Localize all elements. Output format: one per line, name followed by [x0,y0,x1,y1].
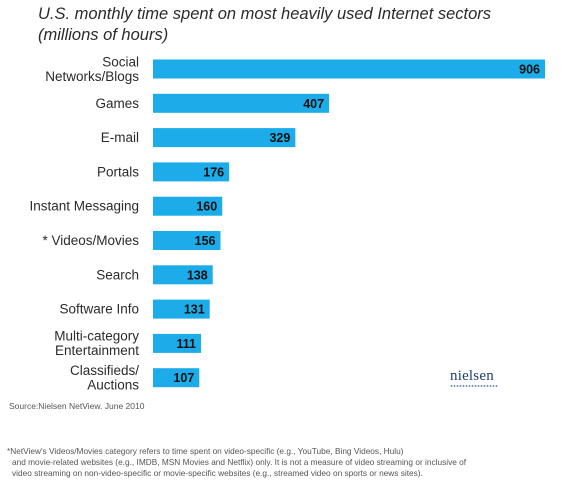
bar-6 [153,265,213,285]
bar-value-label-1: 407 [303,97,324,111]
category-label-line: Entertainment [55,343,139,358]
bar-value-label-4: 160 [196,200,217,214]
category-label-8: Multi-category Entertainment [54,329,139,359]
category-label-3: Portals [97,164,139,179]
category-label-6: Search [96,267,139,282]
chart-title: U.S. monthly time spent on most heavily … [38,4,558,46]
category-label-0: Social Networks/Blogs [45,54,139,84]
category-label-line: Portals [97,164,139,179]
category-label-line: Search [96,267,139,282]
category-label-1: Games [95,96,139,111]
bar-3 [153,162,230,182]
category-label-line: Multi-category [54,329,139,344]
category-label-line: Auctions [87,377,139,392]
nielsen-logo-dots [450,385,498,387]
bar-value-label-2: 329 [269,131,290,145]
category-label-line: Software Info [59,302,139,317]
bar-value-label-6: 138 [187,268,208,282]
bar-8 [153,333,202,353]
category-label-7: Software Info [59,302,139,317]
bar-0 [153,59,545,79]
bar-value-label-9: 107 [173,371,194,385]
footnote: *NetView's Videos/Movies category refers… [7,446,567,478]
bar-chart: 906 Social Networks/Blogs 407 Games 329 E-mail… [29,54,545,393]
category-label-line: Networks/Blogs [45,69,139,84]
category-label-line: Social [102,54,139,69]
bar-value-label-7: 131 [184,303,205,317]
bar-5 [153,231,221,250]
category-label-2: E-mail [101,130,139,145]
category-label-9: Classifieds/Auctions [70,363,139,393]
category-label-5: * Videos/Movies [42,233,139,248]
footnote-line-1: *NetView's Videos/Movies category refers… [7,446,404,456]
bar-9 [153,368,200,388]
bar-value-label-0: 906 [519,63,540,77]
bar-value-label-3: 176 [203,165,224,179]
nielsen-logo: nielsen [450,368,494,384]
category-label-line: Instant Messaging [29,199,139,214]
bar-value-label-5: 156 [195,234,216,248]
bar-1 [153,93,330,113]
footnote-line-3: video streaming on non-video-specific or… [12,467,423,478]
category-label-line: * Videos/Movies [42,233,139,248]
bar-value-label-8: 111 [177,337,197,351]
bar-7 [153,299,210,319]
chart-title-line-1: U.S. monthly time spent on most heavily … [38,5,492,23]
source-note: Source:Nielsen NetView. June 2010 [9,401,145,411]
bar-2 [153,128,296,148]
category-label-line: Classifieds/ [70,363,139,378]
category-label-4: Instant Messaging [29,199,139,214]
footnote-line-2: and movie-related websites (e.g., IMDB, … [12,456,467,467]
chart-title-line-2: (millions of hours) [38,26,169,44]
bar-4 [153,196,223,216]
category-label-line: E-mail [101,130,139,145]
category-label-line: Games [95,96,139,111]
